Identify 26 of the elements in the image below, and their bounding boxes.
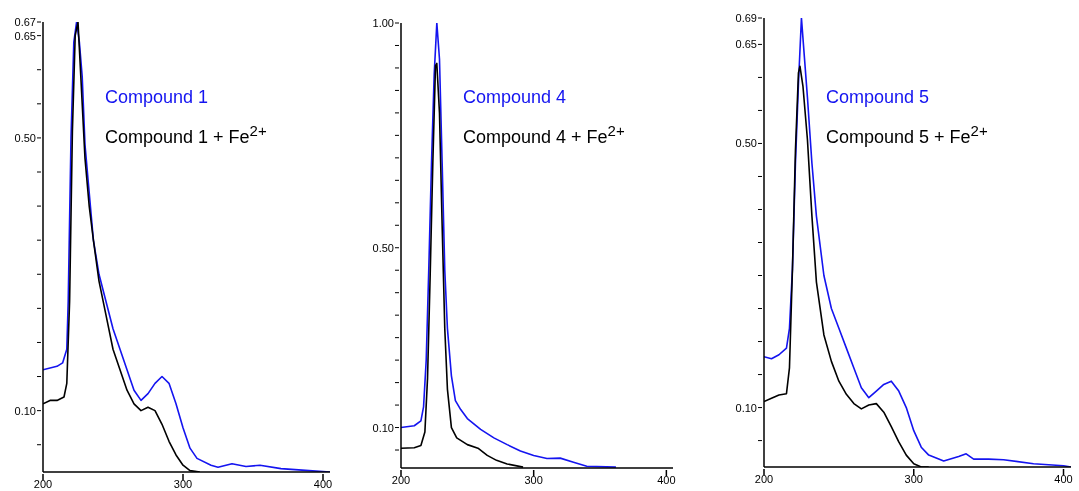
x-tick-label: 200 [391,474,411,486]
series-label: Compound 4 [463,86,568,109]
y-tick-label: 0.50 [372,241,394,254]
y-tick-label: 0.50 [14,131,36,144]
x-tick-label: 200 [754,473,774,485]
y-tick-label: 0.10 [372,421,394,434]
y-tick-label: 0.10 [735,401,757,414]
series-label: Compound 5 + Fe$^{2+}$ [826,121,988,149]
series-label: Compound 5 [826,86,931,109]
y-tick-label: 0.50 [735,137,757,150]
y-tick-label: 1.00 [372,17,394,29]
series-label: Compound 1 + Fe$^{2+}$ [105,121,267,149]
y-tick-label: 0.10 [14,404,36,417]
x-tick-label: 300 [904,473,923,485]
y-tick-label: 0.67 [14,16,36,28]
x-tick-label: 400 [657,474,676,486]
y-tick-label: 0.65 [14,29,36,42]
x-tick-label: 300 [524,474,543,486]
x-tick-label: 200 [33,478,53,490]
series-label: Compound 1 [105,86,210,109]
x-tick-label: 300 [173,478,193,490]
y-tick-label: 0.69 [735,12,757,24]
series-label: Compound 4 + Fe$^{2+}$ [463,121,625,149]
x-tick-label: 400 [313,478,333,490]
x-tick-label: 400 [1054,473,1073,485]
y-tick-label: 0.65 [735,38,757,51]
